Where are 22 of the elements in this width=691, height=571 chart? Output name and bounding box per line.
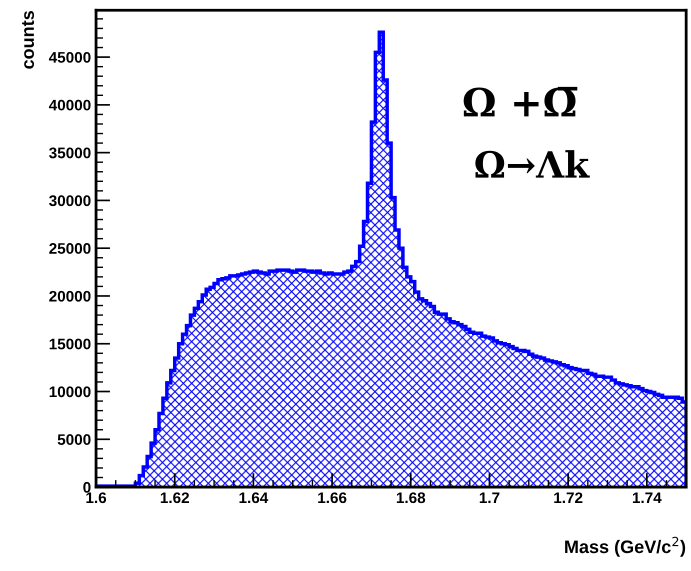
y-axis-title: counts xyxy=(22,11,34,69)
x-tick-label: 1.7 xyxy=(480,492,500,503)
y-tick-label: 35000 xyxy=(49,148,91,158)
y-tick-label: 10000 xyxy=(50,386,91,398)
y-tick-label: 30000 xyxy=(49,195,91,206)
y-tick-label: 15000 xyxy=(50,338,91,350)
x-tick-label: 1.62 xyxy=(160,492,189,504)
x-tick-label: 1.66 xyxy=(318,492,346,504)
x-tick-label: 1.64 xyxy=(240,492,268,504)
x-tick-label: 1.68 xyxy=(396,492,426,504)
y-tick-label: 40000 xyxy=(48,100,91,111)
y-tick-label: 45000 xyxy=(48,52,91,63)
y-tick-label: 5000 xyxy=(58,434,91,445)
x-tick-label: 1.74 xyxy=(632,492,662,503)
y-tick-label: 20000 xyxy=(49,290,91,302)
annotation: Ω +Ω̅ xyxy=(464,86,578,116)
x-axis-title: Mass (GeV/c$^{2}$) xyxy=(565,536,686,557)
x-tick-label: 1.6 xyxy=(86,492,106,504)
y-tick-label: 25000 xyxy=(49,243,91,254)
annotation: Ω→Λk xyxy=(475,150,590,178)
x-tick-label: 1.72 xyxy=(554,492,582,503)
y-tick-label: 0 xyxy=(83,482,91,493)
